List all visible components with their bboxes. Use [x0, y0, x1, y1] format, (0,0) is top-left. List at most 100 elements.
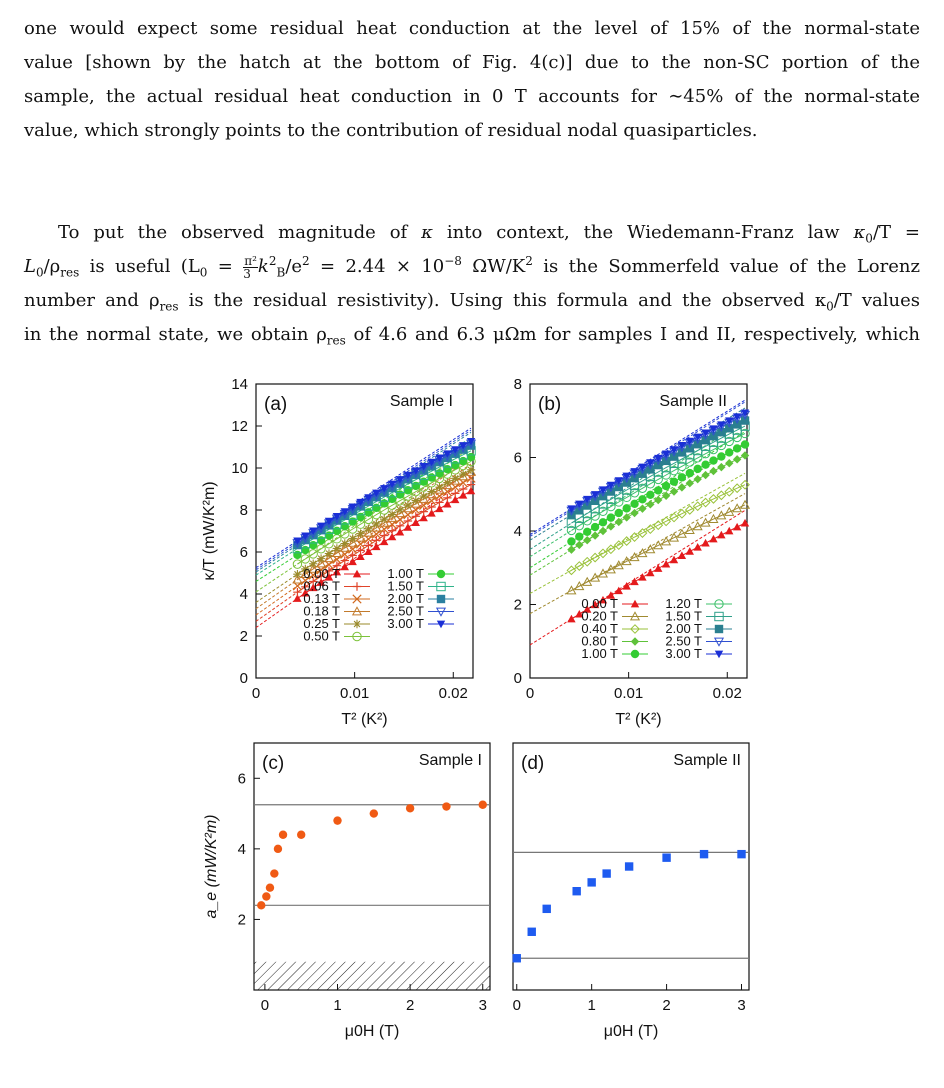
data-point: [590, 600, 600, 609]
x-tick-label: 0.01: [340, 685, 369, 702]
data-point: [309, 583, 318, 592]
data-point: [732, 432, 742, 443]
data-point: [677, 483, 687, 492]
legend-marker: [436, 620, 446, 629]
x-axis-label: T² (K²): [341, 711, 387, 728]
data-point: [693, 543, 702, 551]
legend-marker: [714, 611, 724, 622]
data-point: [435, 469, 444, 478]
data-point: [725, 424, 734, 433]
fit-line: [529, 399, 746, 536]
data-point: [582, 576, 593, 586]
panel-a: 0 0.01 0.02 0 2 4 6 8 10 12 14 (a) Sample I κ/T (mW/K…: [201, 376, 477, 728]
data-point: [716, 510, 727, 520]
data-point: [340, 511, 349, 520]
data-point: [590, 522, 600, 532]
data-point: [606, 481, 616, 490]
legend-marker: [714, 650, 724, 659]
data-point: [372, 542, 381, 551]
data-point: [403, 471, 413, 480]
data-point: [669, 555, 679, 564]
data-point: [590, 491, 600, 499]
legend-marker: [630, 624, 640, 634]
data-point: [685, 437, 694, 446]
data-point: [717, 421, 726, 429]
data-point: [606, 513, 616, 522]
data-point: [262, 892, 271, 901]
data-point: [587, 878, 596, 887]
legend-marker: [352, 582, 362, 591]
data-point: [574, 520, 585, 531]
data-point: [598, 526, 608, 536]
data-point: [292, 559, 303, 569]
data-point: [379, 517, 390, 527]
legend-label: 3.00 T: [387, 616, 424, 631]
data-point: [567, 545, 576, 554]
y-tick-label: 0: [514, 670, 522, 687]
legend-marker: [714, 599, 724, 609]
data-point: [451, 489, 460, 498]
data-point: [394, 507, 406, 518]
plot-frame: [253, 742, 491, 991]
fit-line: [255, 476, 472, 629]
data-point: [309, 530, 318, 540]
data-point: [669, 465, 679, 476]
data-point: [572, 887, 581, 896]
data-point: [693, 440, 702, 449]
data-point: [701, 460, 710, 469]
data-point: [661, 559, 671, 568]
text-line: L0/ρres is useful (L0 = π² 3 k2B/e2 = 2.44…: [24, 253, 920, 281]
x-tick-label: 0: [252, 685, 260, 702]
data-point: [316, 522, 326, 531]
data-point: [372, 536, 381, 545]
data-point: [466, 480, 476, 489]
data-point: [403, 516, 413, 526]
data-point: [613, 560, 624, 570]
data-point: [380, 499, 389, 508]
data-point: [685, 444, 694, 453]
legend-marker: [629, 611, 641, 621]
data-point: [654, 564, 663, 572]
data-point: [621, 556, 632, 566]
x-tick-label: 0: [513, 997, 521, 1014]
legend-marker: [630, 637, 640, 646]
y-tick-label: 12: [231, 418, 248, 435]
panel-c: 0 1 2 3 2 4 6 (c) Sample I a_e (mW/K²m) μ0H (T): [203, 742, 491, 1040]
data-point: [427, 462, 436, 471]
data-point: [405, 804, 415, 813]
data-point: [435, 454, 444, 463]
text-line: one would expect some residual heat cond…: [24, 18, 920, 39]
data-point: [654, 495, 663, 505]
data-point: [583, 527, 592, 537]
data-point: [662, 853, 671, 862]
data-point: [708, 444, 719, 455]
data-point: [598, 518, 608, 527]
data-point: [716, 490, 727, 501]
fit-line: [529, 472, 746, 594]
data-point: [605, 544, 616, 555]
legend-marker: [352, 594, 362, 604]
data-point: [621, 492, 632, 503]
data-point: [419, 513, 428, 522]
data-point: [740, 428, 750, 439]
text-line: value, which strongly points to the cont…: [24, 120, 758, 141]
data-point: [419, 477, 428, 486]
data-point: [411, 512, 420, 521]
data-point: [717, 462, 726, 472]
data-point: [324, 517, 334, 526]
panel-sample-label: Sample I: [419, 752, 482, 769]
data-point: [597, 568, 609, 578]
data-point: [340, 508, 349, 516]
data-point: [301, 532, 310, 541]
data-point: [637, 483, 648, 493]
data-point: [369, 809, 379, 818]
data-point: [716, 440, 727, 451]
data-point: [732, 413, 742, 421]
data-point: [709, 431, 718, 441]
fit-line: [529, 493, 746, 615]
panel-sample-label: Sample II: [673, 752, 741, 769]
data-point: [740, 416, 750, 425]
hatch-region: [254, 961, 490, 990]
data-point: [590, 511, 600, 521]
data-point: [332, 544, 342, 553]
